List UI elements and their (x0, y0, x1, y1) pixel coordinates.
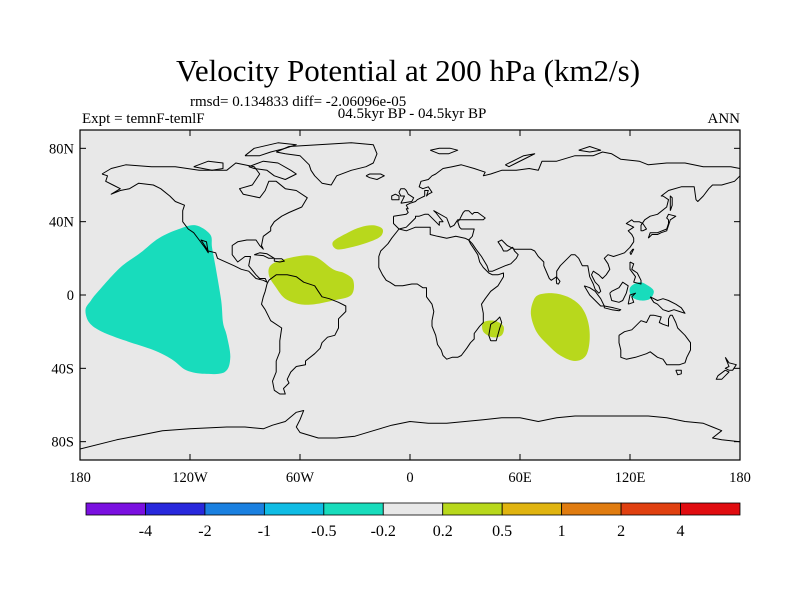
x-tick-label: 180 (729, 470, 751, 486)
colorbar-swatch (145, 502, 206, 516)
coastline-madagascar (488, 316, 503, 342)
y-tick-label: 80S (51, 435, 74, 451)
coastline-japan (647, 213, 677, 239)
coastline-svalbard (430, 147, 459, 155)
coastline-africa (378, 226, 504, 360)
period-label: 04.5kyr BP - 04.5kyr BP (338, 106, 487, 122)
colorbar-label: 1 (558, 523, 566, 540)
experiment-label: Expt = temnF-temlF (82, 111, 205, 127)
x-tick-label: 120W (172, 470, 208, 486)
coastline-sri-lanka (555, 276, 561, 285)
y-tick-label: 80N (49, 141, 75, 157)
coastline-borneo (609, 281, 629, 303)
coastline-antarctica-coast (80, 410, 740, 450)
coastline-ellesmere (244, 142, 297, 157)
coastline-sulawesi (627, 292, 636, 305)
region-tropical-america-positive (268, 255, 355, 305)
coastline-ireland (391, 193, 400, 201)
colorbar-label: -1 (258, 523, 271, 540)
colorbar-swatch (442, 502, 503, 516)
coastline-australia (618, 314, 691, 366)
coastline-philippines (629, 261, 642, 285)
coastline-novaya-zemlya (505, 153, 536, 168)
y-tick-label: 0 (67, 288, 74, 304)
colorbar-label: 0.5 (492, 523, 512, 540)
contour-regions (85, 225, 654, 375)
colorbar-swatch (620, 502, 681, 516)
x-tick-label: 120E (615, 470, 646, 486)
colorbar-swatch (501, 502, 563, 516)
coastline-north-america (101, 162, 308, 283)
y-tick-label: 40S (51, 361, 74, 377)
coastline-south-america (261, 274, 347, 395)
coastline-eurasia (393, 151, 740, 294)
colorbar-swatch (680, 502, 741, 516)
y-axis: 80N 40N 0 40S 80S (49, 141, 740, 451)
coastline-taiwan (629, 248, 635, 255)
coastline-greenland (276, 142, 378, 186)
coastline-hispaniola (273, 258, 285, 263)
colorbar-swatch (85, 502, 146, 516)
colorbar: -4 -2 -1 -0.5 -0.2 0.2 0.5 1 2 4 (85, 502, 741, 540)
region-maritime-continent-negative (629, 282, 654, 301)
coastline-baffin (248, 160, 297, 180)
colorbar-swatch (323, 502, 384, 516)
coastline-severnaya-zemlya (578, 146, 602, 153)
season-label: ANN (708, 111, 741, 127)
colorbar-label: -4 (139, 523, 152, 540)
colorbar-label: 2 (617, 523, 625, 540)
coastline-uk (398, 188, 415, 204)
coastline-iceland (365, 173, 385, 180)
x-tick-label: 60E (508, 470, 532, 486)
colorbar-swatch (382, 502, 444, 516)
coastlines (80, 142, 740, 450)
coastline-java (603, 305, 622, 312)
stats-label: rmsd= 0.134833 diff= -2.06096e-05 (190, 94, 406, 110)
colorbar-swatch (204, 502, 265, 516)
region-central-pacific-negative (85, 225, 231, 375)
coastline-new-zealand (724, 357, 737, 371)
x-tick-label: 180 (69, 470, 91, 486)
colorbar-label: -0.2 (371, 523, 396, 540)
x-tick-label: 0 (406, 470, 413, 486)
coastline-new-zealand-south (715, 369, 730, 380)
region-north-atlantic-positive (332, 225, 384, 250)
coastline-sakhalin (669, 195, 673, 211)
y-tick-label: 40N (49, 215, 75, 231)
coastline-tasmania (675, 369, 682, 376)
colorbar-label: -2 (198, 523, 211, 540)
colorbar-swatch (263, 502, 325, 516)
coastline-victoria-island (193, 160, 224, 171)
colorbar-label: 4 (677, 523, 685, 540)
x-axis: 180 120W 60W 0 60E 120E 180 (69, 130, 751, 486)
coastline-new-guinea (649, 296, 686, 314)
region-central-indian-ocean-positive (530, 293, 590, 361)
colorbar-swatch (561, 502, 622, 516)
chart-title: Velocity Potential at 200 hPa (km2/s) (176, 53, 640, 88)
colorbar-label: 0.2 (433, 523, 453, 540)
x-tick-label: 60W (286, 470, 315, 486)
colorbar-label: -0.5 (311, 523, 336, 540)
